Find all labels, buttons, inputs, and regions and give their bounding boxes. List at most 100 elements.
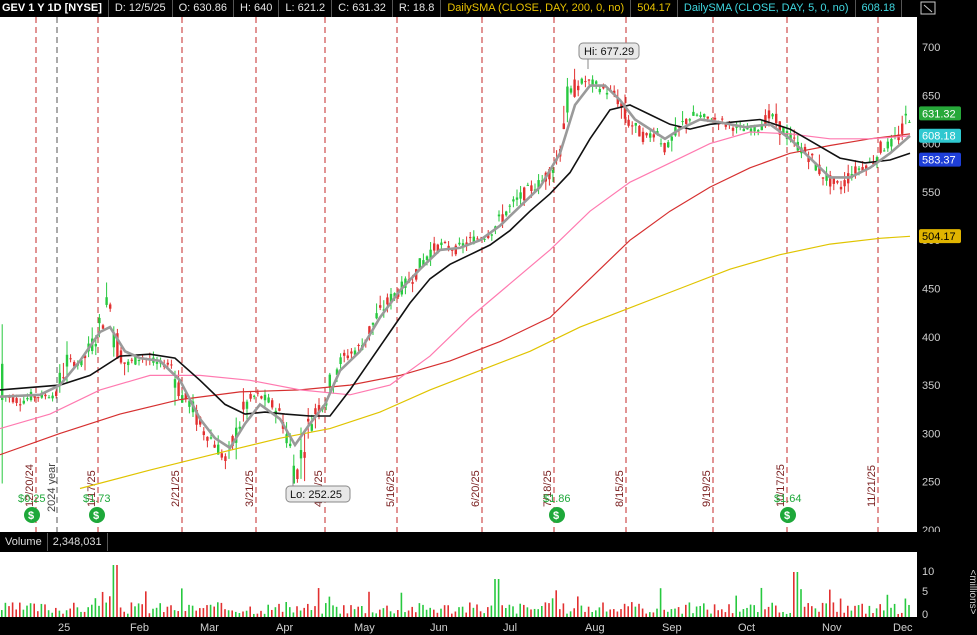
dividend-label: $1.86 bbox=[543, 493, 571, 505]
volume-bar bbox=[451, 613, 453, 617]
price-chart[interactable]: 12/20/241/17/252/21/253/21/254/17/255/16… bbox=[0, 17, 977, 532]
volume-bar bbox=[80, 611, 82, 617]
x-axis-label: Aug bbox=[585, 622, 605, 634]
volume-bar bbox=[325, 603, 327, 617]
candle-body bbox=[267, 397, 270, 403]
candle-body bbox=[371, 322, 375, 325]
candle-body bbox=[433, 243, 436, 251]
volume-bar bbox=[253, 613, 255, 617]
volume-bar bbox=[8, 606, 10, 617]
volume-bar bbox=[778, 612, 781, 617]
event-date-label: 1/17/25 bbox=[86, 470, 98, 507]
volume-bar bbox=[875, 608, 878, 617]
volume-bar bbox=[285, 602, 287, 617]
volume-bar bbox=[436, 612, 439, 617]
volume-bar bbox=[803, 606, 806, 617]
volume-title[interactable]: Volume bbox=[0, 533, 48, 551]
candle-body bbox=[166, 362, 169, 365]
dividend-icon[interactable] bbox=[24, 507, 40, 523]
candle-body bbox=[314, 408, 317, 415]
volume-bar bbox=[1, 610, 3, 617]
volume-bar bbox=[584, 611, 586, 617]
candle-body bbox=[778, 121, 781, 135]
sma20-line bbox=[0, 104, 911, 417]
candle-body bbox=[724, 124, 727, 127]
candle-body bbox=[760, 125, 763, 131]
sma200-study-label[interactable]: DailySMA (CLOSE, DAY, 200, 0, no) bbox=[441, 0, 632, 17]
sma5-study-label[interactable]: DailySMA (CLOSE, DAY, 5, 0, no) bbox=[678, 0, 856, 17]
volume-bar bbox=[62, 613, 64, 617]
volume-bar bbox=[40, 603, 43, 617]
volume-bar bbox=[245, 610, 248, 617]
volume-bar bbox=[310, 610, 313, 617]
volume-value: 2,348,031 bbox=[48, 533, 108, 551]
volume-bar bbox=[429, 607, 431, 617]
candle-body bbox=[692, 111, 695, 116]
volume-bar bbox=[638, 603, 640, 617]
dividend-icon[interactable] bbox=[549, 507, 565, 523]
volume-bar bbox=[749, 604, 752, 617]
volume-bar bbox=[317, 588, 320, 617]
volume-bar bbox=[443, 605, 446, 617]
x-axis-label: Oct bbox=[738, 622, 755, 634]
volume-bar bbox=[119, 607, 122, 617]
dividend-icon[interactable] bbox=[780, 507, 796, 523]
candle-body bbox=[742, 129, 745, 132]
volume-bar bbox=[825, 603, 827, 617]
volume-bar bbox=[775, 605, 777, 617]
volume-bar bbox=[548, 603, 550, 617]
candle-body bbox=[368, 326, 371, 335]
candle-body bbox=[843, 180, 846, 187]
expand-icon[interactable] bbox=[920, 1, 936, 15]
volume-bar bbox=[764, 609, 766, 617]
volume-bar bbox=[217, 602, 219, 617]
price-badge-label: 504.17 bbox=[922, 231, 956, 243]
candle-body bbox=[213, 444, 216, 448]
volume-bar bbox=[199, 608, 201, 617]
volume-bar bbox=[501, 605, 503, 617]
candle-body bbox=[245, 401, 249, 409]
volume-bar bbox=[303, 607, 305, 617]
candle-body bbox=[346, 355, 349, 359]
symbol-label[interactable]: GEV 1 Y 1D [NYSE] bbox=[0, 0, 109, 17]
volume-bar bbox=[454, 611, 457, 617]
candle-body bbox=[389, 293, 393, 304]
volume-bar bbox=[407, 610, 410, 617]
candle-body bbox=[260, 396, 263, 399]
volume-bar bbox=[278, 603, 280, 617]
volume-bar bbox=[706, 609, 709, 617]
candle-body bbox=[670, 136, 673, 141]
volume-bar bbox=[753, 605, 755, 617]
volume-bar bbox=[393, 613, 395, 617]
candle-body bbox=[753, 125, 756, 132]
volume-chart[interactable]: 10 5 0 25 Feb Mar Apr May Jun Jul Aug Sep Oct Nov Dec… bbox=[0, 552, 977, 635]
price-badge-label: 608.18 bbox=[922, 131, 956, 143]
volume-bar bbox=[609, 609, 611, 617]
volume-bar bbox=[526, 607, 529, 617]
event-date-label: 6/20/25 bbox=[470, 470, 482, 507]
volume-bar bbox=[361, 606, 363, 617]
volume-bar bbox=[238, 613, 241, 617]
chart-header: GEV 1 Y 1D [NYSE] D: 12/5/25 O: 630.86 H… bbox=[0, 0, 917, 17]
volume-bar bbox=[296, 606, 298, 617]
candle-body bbox=[386, 297, 389, 305]
x-axis-label: May bbox=[354, 622, 375, 634]
volume-bar bbox=[130, 602, 133, 617]
volume-bar bbox=[447, 605, 449, 617]
candle-body bbox=[659, 143, 663, 145]
dividend-icon[interactable] bbox=[89, 507, 105, 523]
candle-body bbox=[811, 153, 814, 156]
candle-body bbox=[782, 127, 785, 135]
candle-body bbox=[436, 244, 439, 252]
candle-body bbox=[836, 181, 839, 183]
volume-bar bbox=[836, 611, 838, 617]
candle-body bbox=[526, 184, 529, 186]
dividend-icon-glyph: $ bbox=[28, 510, 34, 522]
volume-bar bbox=[605, 611, 608, 617]
candle-body bbox=[587, 79, 591, 81]
x-axis-label: Jul bbox=[503, 622, 517, 634]
volume-bar bbox=[163, 612, 165, 617]
candle-body bbox=[105, 297, 108, 305]
candle-body bbox=[490, 234, 493, 236]
volume-bar bbox=[127, 613, 129, 617]
